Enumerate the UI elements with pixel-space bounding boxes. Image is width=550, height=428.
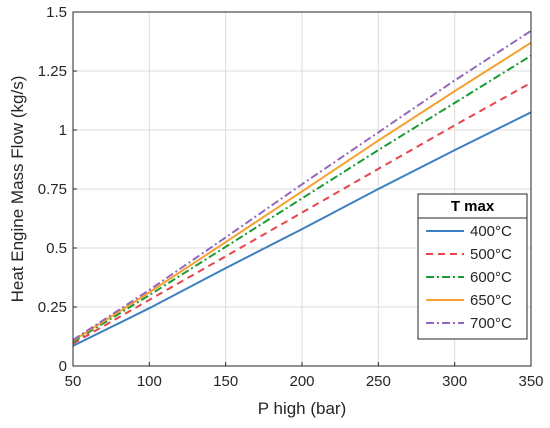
legend-entry-0: 400°C	[470, 223, 512, 240]
x-tick-label: 150	[213, 373, 238, 390]
legend[interactable]: T max 400°C 500°C 600°C 650°C 700°C	[417, 193, 528, 340]
y-tick-label: 0.5	[46, 240, 67, 257]
series-layer	[72, 30, 532, 347]
x-tick-label: 100	[137, 373, 162, 390]
x-axis-label: P high (bar)	[258, 399, 347, 418]
legend-entry-1: 500°C	[470, 246, 512, 263]
legend-entry-2: 600°C	[470, 269, 512, 286]
x-tick-label: 350	[518, 373, 543, 390]
series-line-4	[72, 30, 532, 341]
legend-entry-4: 700°C	[470, 315, 512, 332]
x-tick-label: 200	[289, 373, 314, 390]
y-tick-label: 1	[59, 122, 67, 139]
ticks: 50 100 150 200 250 300 350 0 0.25 0.5 0.75 1 1.25 1.5	[38, 4, 544, 390]
legend-title: T max	[451, 198, 495, 215]
y-tick-label: 1.5	[46, 4, 67, 21]
y-tick-label: 0	[59, 358, 67, 375]
y-tick-label: 0.75	[38, 181, 67, 198]
y-tick-label: 1.25	[38, 63, 67, 80]
x-tick-label: 300	[442, 373, 467, 390]
series-line-2	[72, 54, 532, 343]
series-line-1	[72, 81, 532, 345]
y-axis-label: Heat Engine Mass Flow (kg/s)	[8, 76, 27, 303]
legend-entry-3: 650°C	[470, 292, 512, 309]
y-tick-label: 0.25	[38, 299, 67, 316]
x-tick-label: 250	[366, 373, 391, 390]
x-tick-label: 50	[65, 373, 82, 390]
series-line-3	[72, 41, 532, 342]
series-line-0	[72, 111, 532, 347]
